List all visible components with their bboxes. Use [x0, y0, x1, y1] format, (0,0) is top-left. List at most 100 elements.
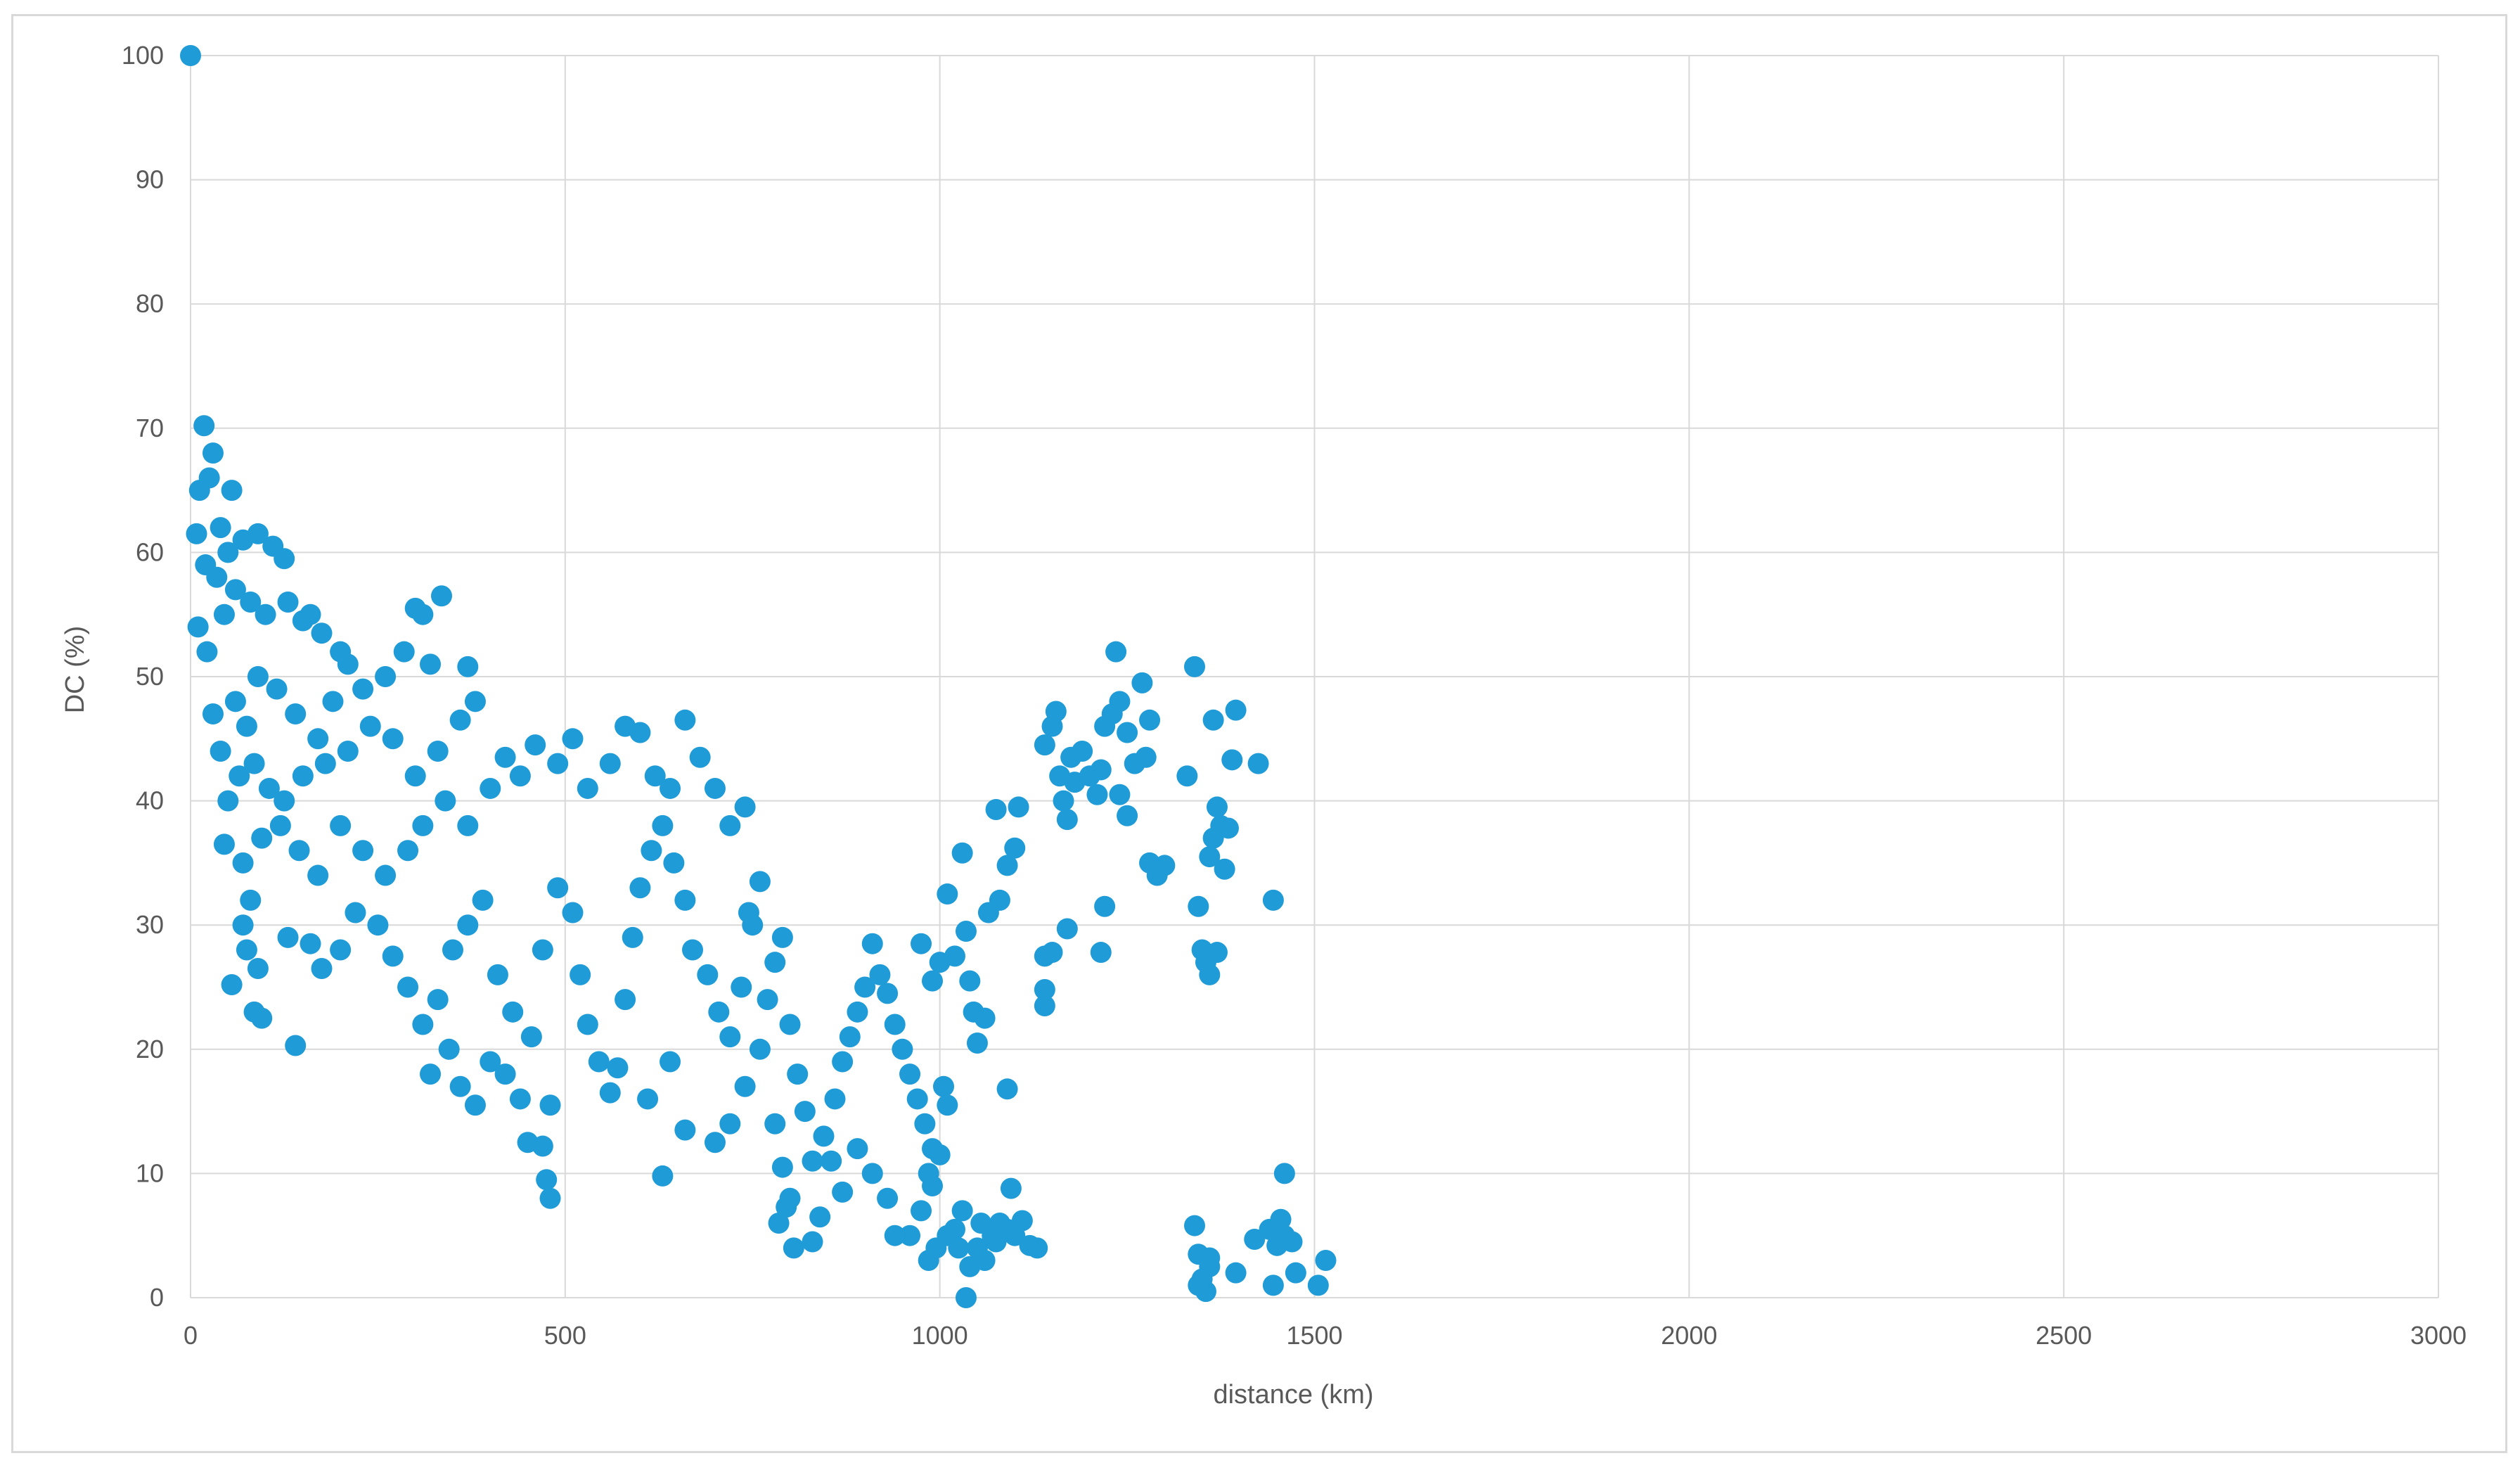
data-point	[382, 945, 404, 967]
data-point	[749, 871, 771, 893]
data-point	[932, 1075, 954, 1097]
data-point	[487, 964, 508, 985]
y-tick-label: 70	[136, 414, 164, 442]
data-point	[352, 840, 374, 862]
data-point	[1034, 734, 1055, 756]
data-point	[771, 1156, 793, 1178]
data-point	[1225, 699, 1247, 721]
data-point	[719, 814, 741, 836]
data-point	[1139, 709, 1161, 731]
data-point	[802, 1231, 823, 1253]
data-point	[911, 1200, 932, 1222]
data-point	[1217, 817, 1239, 839]
data-point	[708, 1001, 730, 1023]
data-point	[243, 753, 265, 774]
data-point	[314, 753, 336, 774]
data-point	[427, 740, 449, 762]
data-point	[861, 1163, 883, 1184]
data-point	[1315, 1250, 1337, 1272]
data-point	[217, 790, 239, 812]
scatter-chart: 0 10 20 30 40 50 60 70 80 90 100 0 500 1000 1500 2000 2…	[60, 41, 2467, 1410]
data-point	[1056, 918, 1078, 940]
x-axis-title: distance (km)	[1213, 1380, 1373, 1410]
data-point	[420, 653, 442, 675]
x-tick-label: 2000	[1661, 1321, 1717, 1350]
data-point	[229, 765, 250, 787]
data-point	[224, 579, 246, 601]
data-point	[959, 970, 981, 992]
y-tick-label: 10	[136, 1158, 164, 1187]
data-point	[412, 1014, 434, 1035]
data-point	[1011, 1210, 1033, 1232]
data-point	[1244, 1228, 1266, 1250]
data-point	[629, 722, 651, 743]
data-point	[884, 1014, 906, 1035]
data-point	[1206, 942, 1228, 964]
data-point	[674, 709, 696, 731]
data-point	[776, 1196, 797, 1218]
data-point	[821, 1150, 842, 1172]
data-point	[783, 1237, 804, 1259]
gridlines	[190, 55, 2439, 1298]
data-point	[1041, 942, 1063, 964]
data-point	[615, 989, 636, 1011]
data-point	[352, 678, 374, 700]
data-point	[224, 691, 246, 712]
data-point	[966, 1032, 988, 1054]
data-point	[1090, 759, 1112, 781]
data-point	[539, 1094, 561, 1116]
data-point	[330, 814, 352, 836]
data-point	[1027, 1237, 1048, 1259]
data-point	[1056, 809, 1078, 831]
y-tick-label: 80	[136, 289, 164, 318]
data-point	[1000, 1177, 1022, 1199]
data-point	[1117, 805, 1138, 826]
data-point	[1090, 942, 1112, 964]
data-point	[689, 746, 711, 768]
data-point	[367, 914, 389, 936]
data-point	[547, 877, 569, 899]
data-point	[457, 914, 479, 936]
data-point	[236, 939, 257, 961]
data-point	[970, 1213, 992, 1234]
data-point	[674, 889, 696, 911]
data-point	[525, 734, 546, 756]
data-point	[577, 1014, 598, 1035]
data-point	[663, 852, 685, 874]
data-point	[757, 989, 778, 1011]
data-point	[906, 1088, 928, 1110]
data-point	[809, 1206, 831, 1228]
data-point	[944, 1218, 965, 1240]
data-point	[660, 777, 681, 799]
y-tick-label: 60	[136, 537, 164, 566]
data-point	[266, 678, 288, 700]
data-point	[397, 840, 419, 862]
data-point	[1307, 1274, 1329, 1296]
data-point	[307, 728, 329, 750]
data-point	[794, 1101, 816, 1123]
data-point	[337, 740, 359, 762]
data-point	[240, 592, 262, 613]
data-point	[494, 746, 516, 768]
data-point	[311, 958, 333, 980]
data-point	[1199, 964, 1221, 985]
y-tick-label: 20	[136, 1035, 164, 1063]
data-point	[622, 926, 643, 948]
x-tick-label: 500	[544, 1321, 586, 1350]
data-point	[472, 889, 494, 911]
data-point	[1199, 846, 1221, 868]
data-point	[1183, 1215, 1205, 1236]
data-point	[1262, 889, 1284, 911]
data-point	[1273, 1163, 1295, 1184]
data-point	[532, 1135, 553, 1157]
data-point	[292, 765, 314, 787]
data-point	[210, 517, 231, 539]
data-point	[985, 1231, 1007, 1253]
data-point	[861, 933, 883, 954]
data-point	[1281, 1231, 1303, 1253]
data-point	[787, 1063, 809, 1085]
data-point	[198, 467, 220, 489]
data-point	[382, 728, 404, 750]
data-point	[884, 1225, 906, 1246]
data-point	[951, 1200, 973, 1222]
